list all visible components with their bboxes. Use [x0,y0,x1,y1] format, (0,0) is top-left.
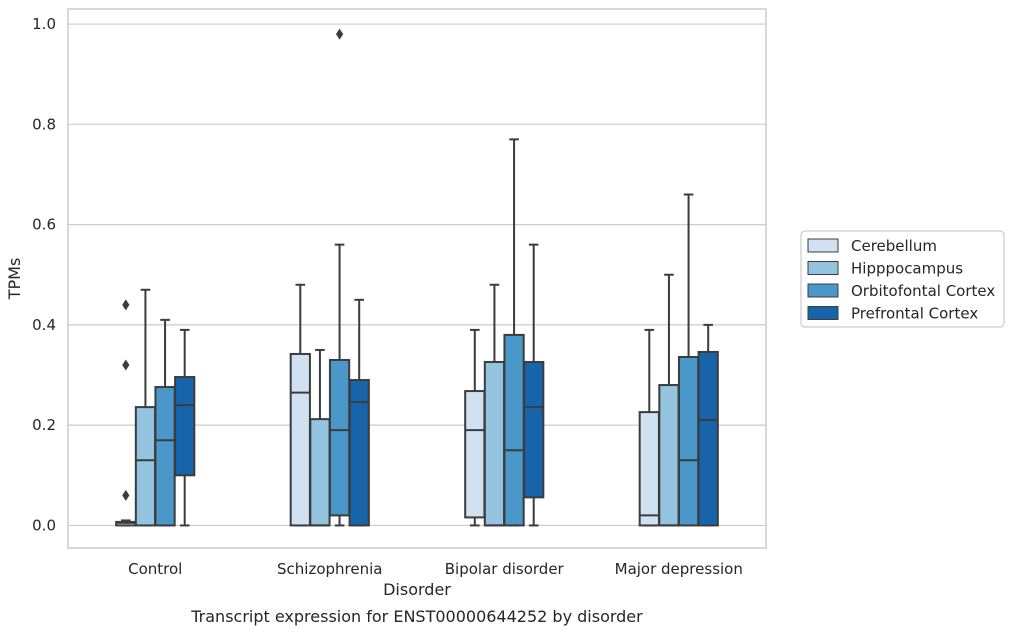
y-axis-title: TPMs [5,258,24,301]
y-tick-label: 0.2 [32,416,56,434]
box-body [503,333,525,527]
box-body [523,360,545,499]
box-body [309,418,331,527]
chart-caption: Transcript expression for ENST0000064425… [190,607,643,626]
x-tick-label: Bipolar disorder [445,560,565,578]
box-3-3 [697,323,719,527]
outlier-point [335,28,344,40]
legend-frame [800,230,1005,328]
x-tick-labels: Control Schizophrenia Bipolar disorder Majo… [128,560,743,578]
box-0-1 [134,288,157,527]
outlier-point [122,489,130,501]
box-1-3 [348,298,370,527]
box-3-1 [658,273,680,527]
legend-item: Orbitofontal Cortex [807,282,995,300]
box-body [289,352,311,527]
box-body [348,379,370,527]
legend-label: Orbitofontal Cortex [851,282,995,300]
legend-swatch [807,306,839,320]
legend-item: Cerebellum [807,237,937,255]
box-body [638,411,660,527]
box-1-1 [309,348,331,527]
box-body [658,384,680,527]
box-body [677,355,700,527]
box-1-2 [328,28,351,527]
legend-label: Hipppocampus [851,260,963,278]
y-tick-label: 0.4 [32,316,56,334]
box-1-0 [289,283,311,527]
box-2-2 [503,138,525,527]
legend-item: Hipppocampus [807,260,963,278]
outlier-point [122,359,130,371]
y-tick-label: 1.0 [32,15,56,33]
box-body [154,386,176,527]
x-tick-label: Major depression [615,560,743,578]
box-3-2 [677,193,700,527]
legend: Cerebellum Hipppocampus Orbitofontal Corte… [800,230,1005,328]
x-tick-label: Schizophrenia [277,560,382,578]
legend-swatch [807,261,839,275]
x-tick-label: Control [128,560,182,578]
y-tick-label: 0.6 [32,216,56,234]
box-0-2 [154,318,176,527]
box-body [328,358,351,517]
box-0-3 [174,328,196,527]
legend-label: Cerebellum [851,237,937,255]
legend-label: Prefrontal Cortex [851,305,978,323]
box-body [134,406,157,527]
legend-swatch [807,238,839,253]
box-body [174,376,196,477]
box-body [697,350,719,527]
y-tick-labels: 0.0 0.2 0.4 0.6 0.8 1.0 [32,15,56,534]
box-2-0 [464,328,486,527]
x-axis-title: Disorder [383,580,451,599]
box-0-0 [115,299,137,527]
box-2-1 [483,283,506,527]
plot-frame [67,8,767,549]
box-body [464,390,486,519]
box-3-0 [638,328,660,527]
legend-swatch [807,283,839,298]
plot-marks [115,28,719,527]
box-body [483,360,506,527]
legend-item: Prefrontal Cortex [807,305,978,323]
outlier-point [122,299,130,311]
y-tick-label: 0.8 [32,115,56,133]
y-tick-label: 0.0 [32,516,56,534]
box-2-3 [523,243,545,527]
